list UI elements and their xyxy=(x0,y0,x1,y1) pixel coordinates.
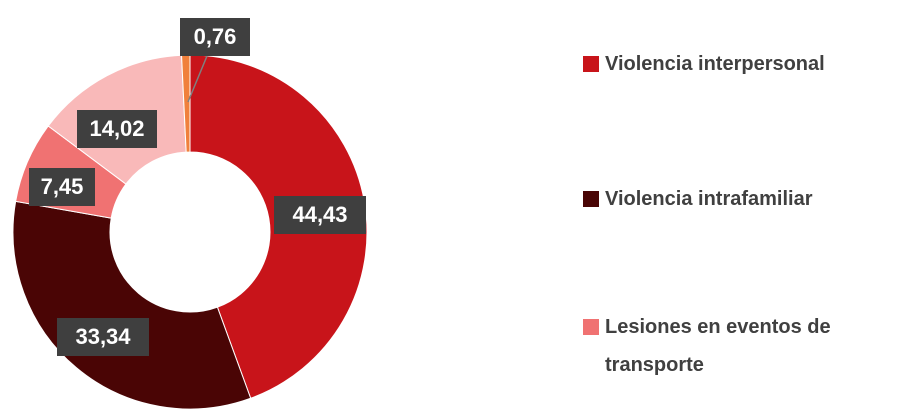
legend-label: Lesiones en eventos de transporte xyxy=(605,316,831,376)
label-box xyxy=(274,196,366,234)
chart: 44,43 33,34 7,45 14,02 0,76 xyxy=(12,18,368,409)
legend-swatch xyxy=(583,319,599,335)
legend-label: Violencia interpersonal xyxy=(605,53,825,75)
label-box xyxy=(57,318,149,356)
label-box xyxy=(180,18,250,56)
label-box xyxy=(77,110,157,148)
donut-slice xyxy=(12,200,252,409)
data-label: 44,43 xyxy=(292,202,347,227)
data-label: 14,02 xyxy=(89,116,144,141)
label-box xyxy=(29,168,95,206)
legend-item: Violencia intrafamiliar xyxy=(583,180,913,218)
legend-swatch xyxy=(583,191,599,207)
legend-item: Lesiones en eventos de transporte xyxy=(583,308,913,384)
data-label: 33,34 xyxy=(75,324,131,349)
data-label: 7,45 xyxy=(41,174,84,199)
legend-item: Violencia interpersonal xyxy=(583,45,913,83)
data-label: 0,76 xyxy=(194,24,237,49)
legend-swatch xyxy=(583,56,599,72)
leader-line xyxy=(187,55,208,103)
legend-label: Violencia intrafamiliar xyxy=(605,188,813,210)
